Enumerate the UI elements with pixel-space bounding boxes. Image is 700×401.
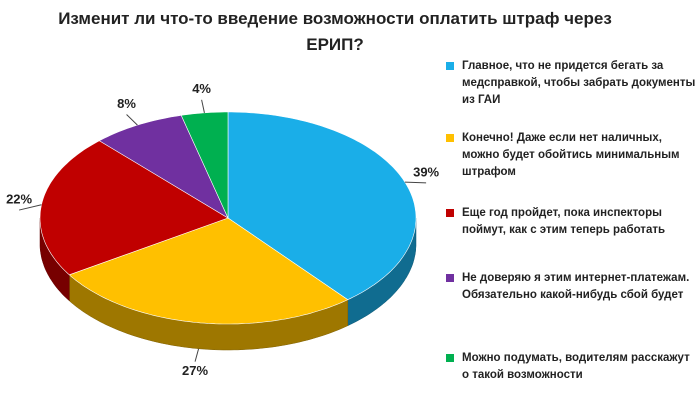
legend-swatch xyxy=(446,62,454,70)
legend-item: Еще год пройдет, пока инспекторы поймут,… xyxy=(440,205,696,239)
legend-swatch xyxy=(446,354,454,362)
data-label: 22% xyxy=(6,191,32,206)
legend-swatch xyxy=(446,274,454,282)
legend-label: Можно подумать, водителям расскажут о та… xyxy=(462,352,690,381)
legend-item: Можно подумать, водителям расскажут о та… xyxy=(440,350,696,384)
data-label: 27% xyxy=(182,363,208,378)
slice xyxy=(68,217,349,325)
legend-label: Еще год пройдет, пока инспекторы поймут,… xyxy=(462,207,666,236)
legend-label: Не доверяю я этим интернет-платежам. Обя… xyxy=(462,272,690,301)
data-label: 39% xyxy=(413,164,439,179)
data-label: 8% xyxy=(117,96,136,111)
legend-item: Не доверяю я этим интернет-платежам. Обя… xyxy=(440,270,696,304)
legend-swatch xyxy=(446,134,454,142)
leader-line xyxy=(18,204,42,211)
slice xyxy=(180,111,229,219)
legend-label: Главное, что не придется бегать за медсп… xyxy=(462,60,696,106)
leader-line xyxy=(194,348,200,362)
legend-item: Конечно! Даже если нет наличных, можно б… xyxy=(440,130,696,181)
data-label: 4% xyxy=(192,81,211,96)
leader-line xyxy=(126,114,138,126)
legend-label: Конечно! Даже если нет наличных, можно б… xyxy=(462,132,680,178)
slice xyxy=(227,111,417,301)
leader-line xyxy=(201,99,205,113)
legend-item: Главное, что не придется бегать за медсп… xyxy=(440,58,696,109)
legend: Главное, что не придется бегать за медсп… xyxy=(440,0,696,401)
chart: 39% 27% 22% 8% 4% xyxy=(6,81,439,378)
slice xyxy=(39,140,229,276)
leader-line xyxy=(404,181,427,184)
chart-title: Изменит ли что-то введение возможности о… xyxy=(58,9,612,54)
legend-swatch xyxy=(446,209,454,217)
